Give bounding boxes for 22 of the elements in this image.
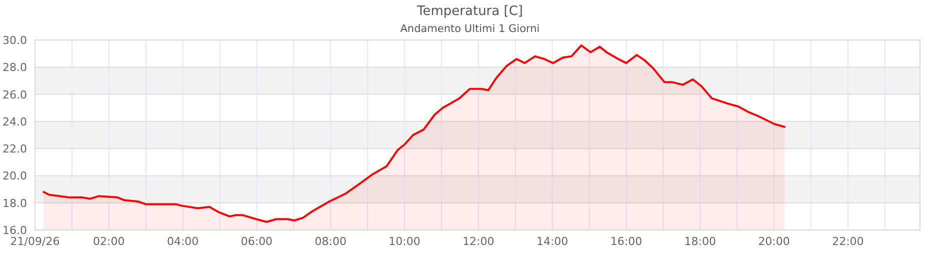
x-tick-label: 16:00 bbox=[610, 235, 642, 248]
x-tick-label: 22:00 bbox=[832, 235, 864, 248]
y-tick-label: 26.0 bbox=[2, 88, 27, 102]
x-tick-label: 10:00 bbox=[388, 235, 420, 248]
chart-subtitle: Andamento Ultimi 1 Giorni bbox=[400, 23, 540, 35]
y-tick-label: 28.0 bbox=[2, 61, 27, 74]
y-tick-label: 18.0 bbox=[2, 196, 27, 210]
x-tick-label: 14:00 bbox=[536, 235, 568, 248]
x-tick-label: 08:00 bbox=[314, 235, 346, 248]
x-tick-label: 18:00 bbox=[684, 235, 716, 248]
y-tick-label: 30.0 bbox=[2, 34, 27, 47]
x-tick-label: 06:00 bbox=[240, 235, 273, 248]
chart-title: Temperatura [C] bbox=[416, 4, 523, 19]
x-tick-label: 21/09/26 bbox=[10, 235, 60, 248]
x-tick-label: 12:00 bbox=[462, 235, 494, 248]
y-tick-label: 24.0 bbox=[2, 115, 27, 128]
x-tick-label: 02:00 bbox=[93, 235, 125, 248]
y-tick-label: 16.0 bbox=[2, 224, 27, 237]
y-tick-label: 22.0 bbox=[2, 142, 27, 156]
x-tick-label: 04:00 bbox=[166, 235, 199, 248]
y-tick-label: 20.0 bbox=[2, 170, 27, 183]
x-tick-label: 20:00 bbox=[758, 235, 790, 248]
